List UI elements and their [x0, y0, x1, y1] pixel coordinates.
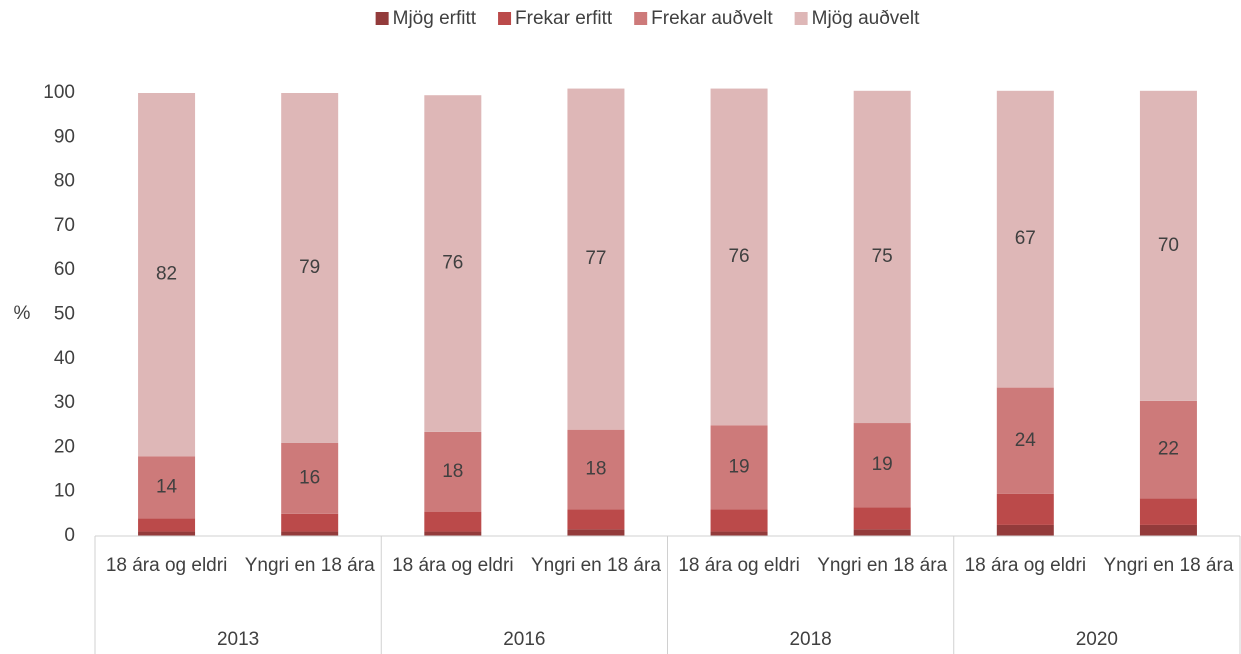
- y-tick-label: 90: [54, 126, 75, 147]
- bar-segment: [424, 531, 482, 536]
- group-label: 2020: [1076, 629, 1118, 650]
- bar-segment: [1139, 524, 1197, 536]
- bar-segment: [138, 93, 196, 457]
- bar-segment: [424, 95, 482, 432]
- data-label: 82: [156, 264, 177, 285]
- data-label: 70: [1158, 235, 1179, 256]
- bar-segment: [853, 90, 911, 424]
- group-label: 2013: [217, 629, 259, 650]
- legend-swatch: [375, 12, 389, 25]
- data-label: 16: [299, 467, 320, 488]
- data-label: 14: [156, 476, 178, 497]
- bar-segment: [138, 456, 196, 519]
- y-tick-label: 40: [54, 348, 75, 369]
- y-tick-label: 100: [43, 82, 75, 103]
- bar-segment: [1139, 498, 1197, 525]
- y-tick-label: 10: [54, 481, 75, 502]
- bar-segment: [138, 531, 196, 536]
- x-tick-label: Yngri en 18 ára: [245, 555, 375, 576]
- bar-segment: [996, 493, 1054, 525]
- bar-segment: [996, 524, 1054, 536]
- group-label: 2016: [503, 629, 545, 650]
- bar-segment: [710, 88, 768, 426]
- y-tick-label: 30: [54, 392, 75, 413]
- data-label: 22: [1158, 439, 1179, 460]
- data-label: 75: [872, 246, 893, 267]
- bar-segment: [710, 509, 768, 532]
- bar-segment: [710, 531, 768, 536]
- y-tick-label: 70: [54, 215, 75, 236]
- y-tick-label: 0: [64, 525, 75, 546]
- data-label: 77: [585, 248, 606, 269]
- bar-segment: [853, 507, 911, 530]
- x-tick-label: 18 ára og eldri: [965, 555, 1086, 576]
- bar-segment: [853, 529, 911, 536]
- bar-segment: [710, 425, 768, 510]
- bar-segment: [1139, 90, 1197, 401]
- bar-segment: [281, 93, 339, 443]
- x-tick-label: 18 ára og eldri: [106, 555, 227, 576]
- x-tick-label: 18 ára og eldri: [678, 555, 799, 576]
- bar-segment: [281, 442, 339, 514]
- bar-segment: [281, 531, 339, 536]
- bar-segment: [567, 509, 625, 530]
- data-label: 67: [1015, 228, 1036, 249]
- legend-label: Mjög auðvelt: [812, 8, 920, 29]
- bar-segment: [567, 429, 625, 510]
- y-tick-label: 50: [54, 304, 75, 325]
- x-tick-label: 18 ára og eldri: [392, 555, 513, 576]
- data-label: 19: [872, 454, 893, 475]
- bar-segment: [996, 90, 1054, 388]
- data-label: 18: [442, 461, 463, 482]
- x-tick-label: Yngri en 18 ára: [817, 555, 947, 576]
- legend-label: Frekar auðvelt: [651, 8, 773, 29]
- x-tick-label: Yngri en 18 ára: [1103, 555, 1233, 576]
- data-label: 18: [585, 459, 606, 480]
- data-label: 19: [728, 456, 749, 477]
- bar-segment: [853, 423, 911, 508]
- bar-segment: [281, 513, 339, 532]
- legend-swatch: [498, 12, 512, 25]
- y-tick-label: 20: [54, 436, 75, 457]
- legend-swatch: [794, 12, 808, 25]
- bar-segment: [138, 518, 196, 532]
- group-label: 2018: [789, 629, 831, 650]
- y-tick-label: 80: [54, 171, 75, 192]
- legend-label: Mjög erfitt: [393, 8, 477, 29]
- bar-segment: [424, 511, 482, 532]
- bar-segment: [567, 88, 625, 430]
- bar-segment: [1139, 400, 1197, 499]
- legend-label: Frekar erfitt: [515, 8, 613, 29]
- data-label: 76: [442, 253, 463, 274]
- legend-swatch: [634, 12, 648, 25]
- data-label: 76: [728, 246, 749, 267]
- y-tick-label: 60: [54, 259, 75, 280]
- data-label: 24: [1015, 430, 1037, 451]
- bar-segment: [424, 431, 482, 512]
- bar-segment: [996, 387, 1054, 494]
- bar-segment: [567, 529, 625, 536]
- x-tick-label: Yngri en 18 ára: [531, 555, 661, 576]
- data-label: 79: [299, 257, 320, 278]
- y-axis-label: %: [14, 303, 31, 324]
